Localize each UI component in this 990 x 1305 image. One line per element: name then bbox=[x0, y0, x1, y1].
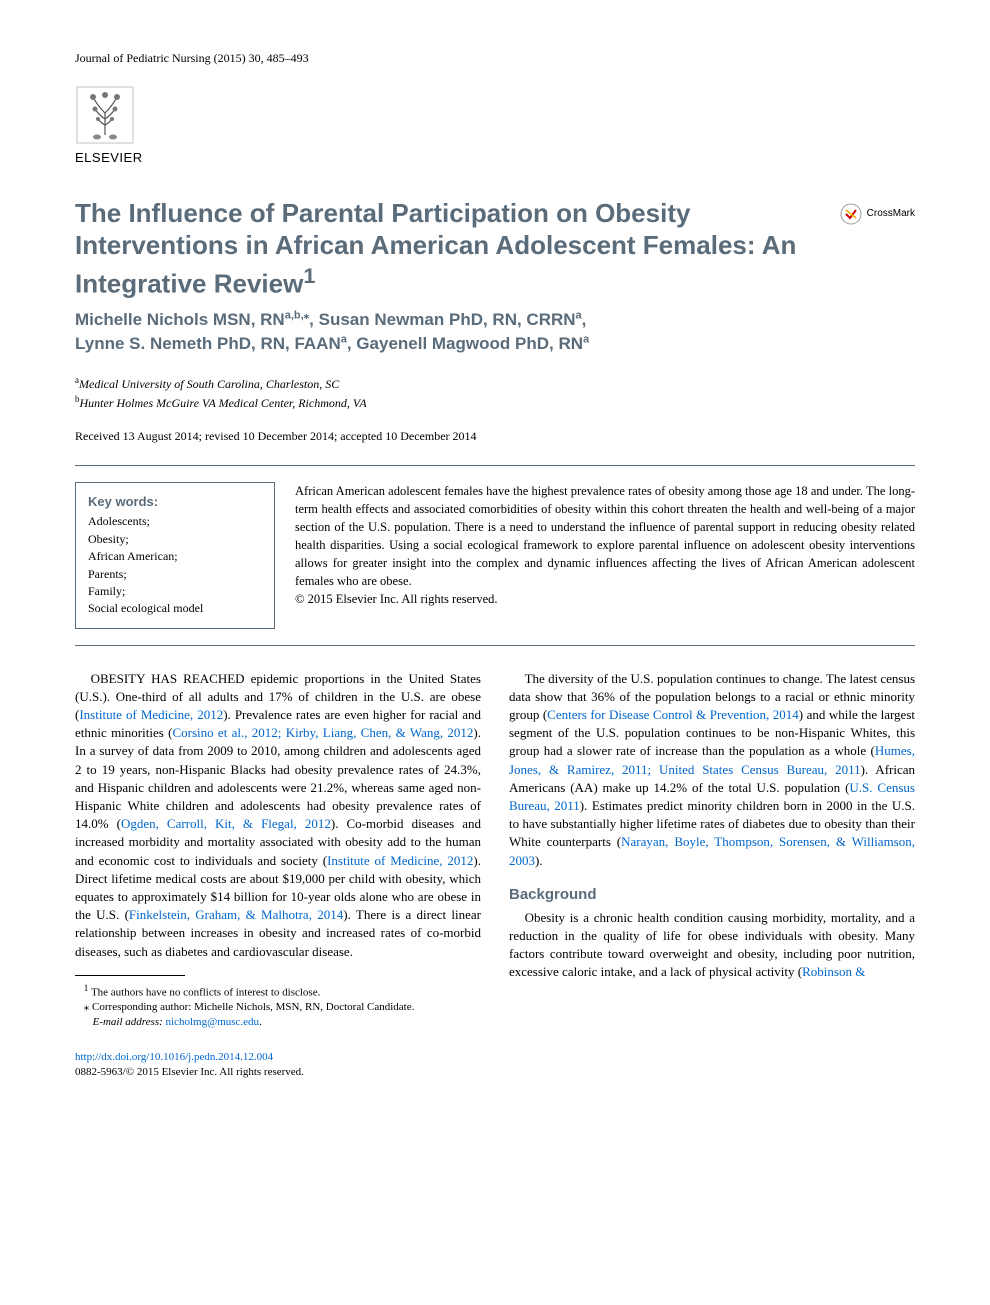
author-2: , Susan Newman PhD, RN, CRRN bbox=[309, 310, 575, 329]
citation-link[interactable]: Institute of Medicine, 2012 bbox=[79, 707, 223, 722]
title-text: The Influence of Parental Participation … bbox=[75, 198, 796, 299]
author-1: Michelle Nichols MSN, RN bbox=[75, 310, 285, 329]
citation-link[interactable]: Robinson & bbox=[802, 964, 865, 979]
keywords-box: Key words: Adolescents; Obesity; African… bbox=[75, 482, 275, 629]
affiliation-a: Medical University of South Carolina, Ch… bbox=[79, 377, 339, 391]
article-dates: Received 13 August 2014; revised 10 Dece… bbox=[75, 428, 915, 445]
footnote-1: The authors have no conflicts of interes… bbox=[91, 986, 320, 998]
author-4: , Gayenell Magwood PhD, RN bbox=[347, 334, 583, 353]
email-link[interactable]: nicholmg@musc.edu bbox=[166, 1016, 260, 1028]
abstract-copyright: © 2015 Elsevier Inc. All rights reserved… bbox=[295, 592, 498, 606]
publisher-name: ELSEVIER bbox=[75, 149, 143, 167]
keywords-list: Adolescents; Obesity; African American; … bbox=[88, 513, 262, 617]
body-p2: The diversity of the U.S. population con… bbox=[509, 670, 915, 870]
citation-link[interactable]: Centers for Disease Control & Prevention… bbox=[547, 707, 799, 722]
author-sep: , bbox=[582, 310, 587, 329]
body-p1: OBESITY HAS REACHED epidemic proportions… bbox=[75, 670, 481, 961]
publisher-logo-block: ELSEVIER bbox=[75, 85, 915, 167]
keywords-heading: Key words: bbox=[88, 493, 262, 512]
journal-citation: Journal of Pediatric Nursing (2015) 30, … bbox=[75, 50, 915, 67]
footnotes-block: 1 The authors have no conflicts of inter… bbox=[75, 982, 481, 1030]
section-heading-background: Background bbox=[509, 884, 915, 905]
article-body: OBESITY HAS REACHED epidemic proportions… bbox=[75, 670, 915, 1030]
elsevier-tree-icon bbox=[75, 85, 135, 145]
author-4-aff: a bbox=[583, 333, 589, 345]
footnote-corresponding: Corresponding author: Michelle Nichols, … bbox=[92, 1001, 414, 1013]
authors-block: Michelle Nichols MSN, RNa,b,⁎, Susan New… bbox=[75, 308, 915, 356]
affiliations-block: aMedical University of South Carolina, C… bbox=[75, 374, 915, 412]
author-1-aff: a,b, bbox=[285, 309, 304, 321]
article-title: The Influence of Parental Participation … bbox=[75, 197, 820, 300]
body-p3: Obesity is a chronic health condition ca… bbox=[509, 909, 915, 982]
crossmark-badge[interactable]: CrossMark bbox=[840, 203, 915, 225]
page-footer: http://dx.doi.org/10.1016/j.pedn.2014.12… bbox=[75, 1050, 915, 1080]
citation-link[interactable]: Corsino et al., 2012; Kirby, Liang, Chen… bbox=[172, 725, 473, 740]
email-label: E-mail address: bbox=[93, 1016, 163, 1028]
doi-link[interactable]: http://dx.doi.org/10.1016/j.pedn.2014.12… bbox=[75, 1051, 273, 1063]
abstract-text: African American adolescent females have… bbox=[295, 466, 915, 629]
title-footnote-marker: 1 bbox=[303, 263, 315, 288]
crossmark-icon bbox=[840, 203, 862, 225]
abstract-body: African American adolescent females have… bbox=[295, 484, 915, 589]
citation-link[interactable]: Finkelstein, Graham, & Malhotra, 2014 bbox=[129, 907, 343, 922]
crossmark-label: CrossMark bbox=[867, 207, 915, 221]
citation-link[interactable]: Institute of Medicine, 2012 bbox=[327, 853, 473, 868]
affiliation-b: Hunter Holmes McGuire VA Medical Center,… bbox=[80, 396, 367, 410]
author-3: Lynne S. Nemeth PhD, RN, FAAN bbox=[75, 334, 341, 353]
citation-link[interactable]: Ogden, Carroll, Kit, & Flegal, 2012 bbox=[121, 816, 331, 831]
abstract-section: Key words: Adolescents; Obesity; African… bbox=[75, 465, 915, 646]
footnote-divider bbox=[75, 975, 185, 976]
issn-copyright: 0882-5963/© 2015 Elsevier Inc. All right… bbox=[75, 1065, 915, 1080]
